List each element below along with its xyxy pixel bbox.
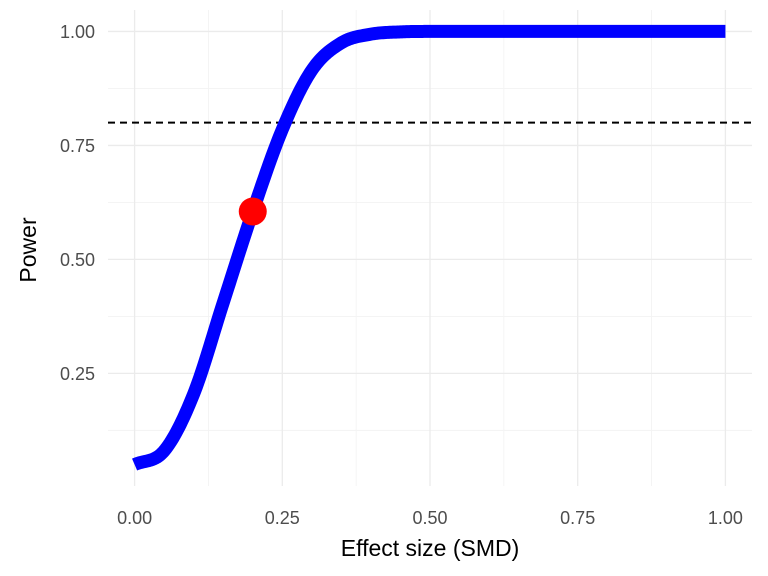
highlight-layer (238, 197, 267, 226)
x-tick-label: 0.25 (265, 508, 300, 528)
x-tick-label: 0.50 (412, 508, 447, 528)
x-axis-ticks: 0.00 0.25 0.50 0.75 1.00 (117, 508, 743, 528)
highlight-point (238, 197, 267, 226)
x-axis-title: Effect size (SMD) (341, 535, 520, 561)
x-tick-label: 0.75 (560, 508, 595, 528)
y-axis-title: Power (15, 217, 41, 283)
major-grid (108, 10, 752, 486)
x-tick-label: 0.00 (117, 508, 152, 528)
x-tick-label: 1.00 (708, 508, 743, 528)
y-tick-label: 0.50 (60, 250, 95, 270)
series-layer (129, 24, 729, 471)
power-curve-line (129, 24, 729, 471)
y-axis-ticks: 0.25 0.50 0.75 1.00 (60, 22, 95, 384)
y-tick-label: 0.75 (60, 136, 95, 156)
y-tick-label: 1.00 (60, 22, 95, 42)
y-tick-label: 0.25 (60, 364, 95, 384)
